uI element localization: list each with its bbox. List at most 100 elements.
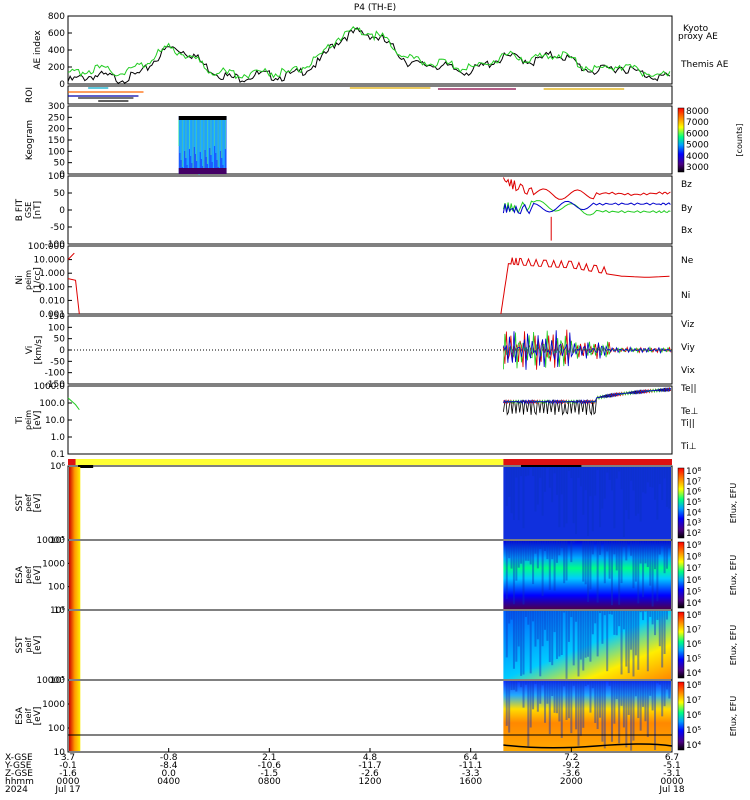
spectrogram-stripe — [658, 541, 661, 555]
spectrogram-stripe — [610, 611, 613, 615]
spectrogram-stripe — [548, 541, 551, 590]
spectrogram-stripe — [544, 681, 547, 723]
y-tick-label: 100 — [48, 172, 65, 182]
x-tick-label: Jul 18 — [658, 785, 684, 795]
spectrogram-stripe — [608, 681, 611, 686]
spectrogram-sste — [503, 467, 671, 539]
spectrogram-stripe — [553, 541, 556, 591]
spectrogram-stripe — [634, 541, 637, 582]
y-label-line: peif — [24, 708, 33, 723]
spectrogram-stripe — [563, 611, 566, 613]
x-row-label: Y-GSE — [4, 761, 32, 771]
spectrogram-stripe — [534, 541, 537, 554]
plot-title: P4 (TH-E) — [354, 3, 396, 13]
y-label-line: ESA — [15, 565, 25, 584]
spectrogram-stripe — [665, 681, 668, 690]
colorbar-label-esae: Eflux, EFU — [729, 555, 738, 596]
x-tick-label: 3.7 — [61, 753, 75, 763]
spectrogram-stripe — [575, 611, 578, 622]
spectrogram-stripe — [529, 467, 532, 469]
spectrogram-stripe — [656, 611, 659, 620]
spectrogram-stripe — [599, 541, 602, 555]
legend-ti-perp: Ti⊥ — [680, 442, 697, 452]
spectrogram-stripe — [603, 611, 606, 616]
y-tick-label: 100.0 — [39, 399, 65, 409]
spectrogram-stripe — [665, 611, 668, 620]
colorbar-tick: 7000 — [686, 118, 709, 128]
colorbar-tick: 10³ — [686, 519, 701, 529]
spectrogram-stripe — [644, 541, 647, 564]
spectrogram-stripe — [512, 541, 515, 605]
spectrogram-stripe — [656, 467, 659, 520]
spectrogram-stripe — [558, 467, 561, 528]
spectrogram-stripe — [555, 541, 558, 563]
spectrogram-stripe — [649, 467, 652, 487]
spectrogram-stripe — [646, 541, 649, 568]
spectrogram-stripe — [505, 611, 508, 658]
x-tick-label: 2000 — [560, 777, 583, 787]
spectrogram-stripe — [551, 611, 554, 666]
spectrogram-stripe — [539, 681, 542, 704]
spectrogram-stripe — [642, 541, 645, 597]
spectrogram-stripe — [560, 611, 563, 655]
spectrogram-stripe — [658, 611, 661, 647]
spectrogram-stripe — [634, 467, 637, 516]
y-tick-label: 200 — [48, 63, 65, 73]
y-label-line: SST — [15, 494, 25, 511]
colorbar-label-text: Eflux, EFU — [729, 696, 738, 737]
y-tick-label: 1000 — [42, 700, 65, 710]
spectrogram-stripe — [520, 541, 523, 564]
spectrogram-stripe — [567, 611, 570, 642]
spectrogram-stripe — [625, 681, 628, 748]
x-tick-label: 7.2 — [564, 753, 578, 763]
spectrogram-stripe — [515, 541, 518, 581]
spectrogram-stripe — [620, 467, 623, 490]
spectrogram-stripe — [582, 541, 585, 582]
x-tick-label: 0800 — [258, 777, 281, 787]
spectrogram-stripe — [575, 681, 578, 730]
bfit-line-bz — [502, 177, 671, 200]
spectrogram-stripe — [656, 541, 659, 602]
y-tick-label: 1000.0 — [34, 382, 66, 392]
y-tick-label: 0.010 — [39, 296, 65, 306]
spectrogram-stripe — [618, 541, 621, 605]
panel-frame-ti — [67, 385, 673, 455]
x-tick-label: -11.1 — [459, 761, 482, 771]
spectrogram-stripe — [558, 681, 561, 722]
y-tick-label: 100 — [48, 147, 65, 157]
spectrogram-stripe — [517, 611, 520, 647]
spectrogram-stripe — [630, 681, 633, 751]
legend-vix: Vix — [681, 366, 695, 376]
y-tick-label: 10.0 — [45, 416, 65, 426]
spectrogram-stripe — [661, 467, 664, 501]
y-tick-label: 100 — [48, 724, 65, 734]
y-tick-label: 10⁵ — [50, 536, 65, 546]
spectrogram-stripe — [615, 467, 618, 479]
spectrogram-stripe — [527, 467, 530, 476]
bfit-line-by — [502, 200, 671, 216]
spectrogram-stripe — [524, 467, 527, 477]
x-tick-label: -0.8 — [160, 753, 178, 763]
spectrogram-stripe — [529, 541, 532, 565]
legend-by: By — [681, 204, 693, 214]
spectrogram-stripe — [661, 681, 664, 717]
spectrogram-stripe — [539, 611, 542, 677]
spectrogram-stripe — [536, 611, 539, 640]
y-label-line: [eV] — [33, 494, 43, 513]
spectrogram-stripe — [546, 541, 549, 560]
colorbar-tick: 10⁸ — [686, 553, 701, 563]
x-tick-label: -9.2 — [563, 761, 581, 771]
colorbar-tick: 10⁶ — [686, 576, 701, 586]
spectrogram-stripe — [625, 541, 628, 561]
y-label-line: [eV] — [33, 636, 43, 655]
y-label-line: SST — [15, 636, 25, 653]
legend-ti-par: Ti|| — [680, 419, 695, 429]
ti-line-3 — [503, 387, 672, 405]
y-label-ni: Ni peim [1/cc] — [15, 267, 43, 293]
esai-sc-potential — [503, 743, 673, 749]
colorbar-tick: 10⁷ — [686, 696, 701, 706]
spectrogram-stripe — [594, 681, 597, 723]
spectrogram-stripe — [505, 541, 508, 600]
spectrogram-stripe — [536, 541, 539, 569]
spectrogram-stripe — [591, 541, 594, 555]
